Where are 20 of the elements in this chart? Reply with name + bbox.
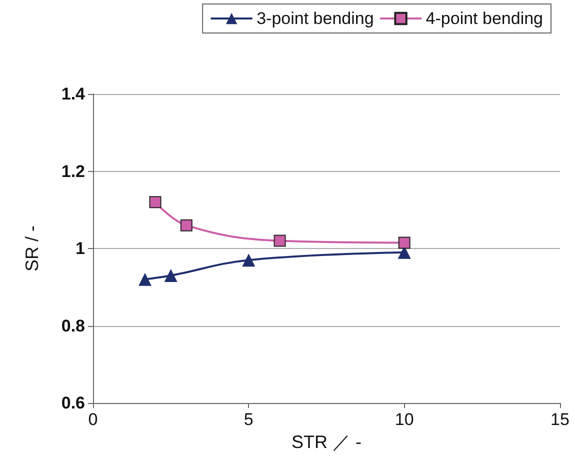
y-tick-label: 0.8	[61, 316, 85, 336]
y-tick-label: 1	[76, 239, 85, 258]
legend-label: 3-point bending	[256, 9, 374, 28]
y-tick-label: 1.4	[61, 84, 86, 104]
legend-label: 4-point bending	[426, 9, 544, 28]
y-axis-title: SR / -	[22, 225, 42, 272]
x-tick-label: 5	[244, 410, 254, 429]
point	[149, 196, 162, 208]
y-tick-label: 0.6	[61, 394, 85, 412]
x-tick-label: 0	[88, 410, 98, 429]
x-tick-label: 15	[550, 410, 570, 429]
point	[138, 272, 152, 286]
point	[180, 219, 192, 232]
point	[242, 254, 256, 267]
point	[164, 269, 178, 282]
x-axis-title: STR ／ -	[292, 432, 362, 452]
point	[398, 236, 410, 249]
y-tick-label: 1.2	[61, 162, 85, 181]
point	[274, 234, 286, 247]
x-tick-label: 10	[394, 410, 414, 429]
